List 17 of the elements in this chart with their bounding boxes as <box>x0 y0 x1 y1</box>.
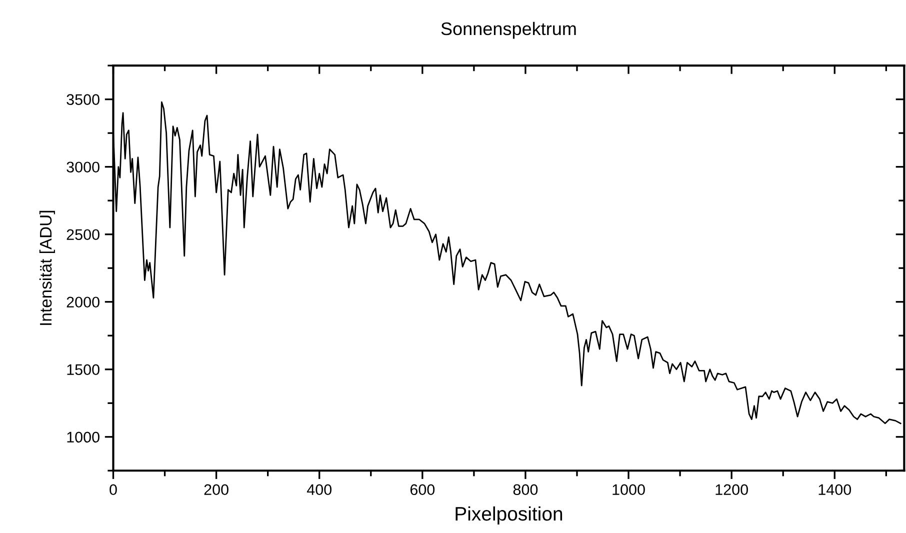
x-tick-label: 1000 <box>612 484 645 496</box>
y-axis-title: Intensität [ADU] <box>39 210 55 325</box>
x-tick-label: 400 <box>306 484 332 496</box>
y-tick-label: 2500 <box>66 229 100 240</box>
chart-title: Sonnenspektrum <box>441 22 576 39</box>
y-tick-label: 1000 <box>67 432 100 443</box>
x-tick-label: 1200 <box>716 484 748 496</box>
x-tick-label: 800 <box>513 484 538 496</box>
x-tick-label: 200 <box>204 484 228 496</box>
x-tick-label: 600 <box>410 484 435 496</box>
x-axis-title: Pixelposition <box>456 506 562 525</box>
x-tick-label: 0 <box>110 484 117 496</box>
y-tick-label: 3000 <box>66 162 100 173</box>
y-tick-label: 2000 <box>66 296 100 308</box>
y-tick-label: 1500 <box>67 364 100 376</box>
y-tick-label: 3500 <box>66 94 100 105</box>
x-tick-label: 1400 <box>818 484 852 496</box>
